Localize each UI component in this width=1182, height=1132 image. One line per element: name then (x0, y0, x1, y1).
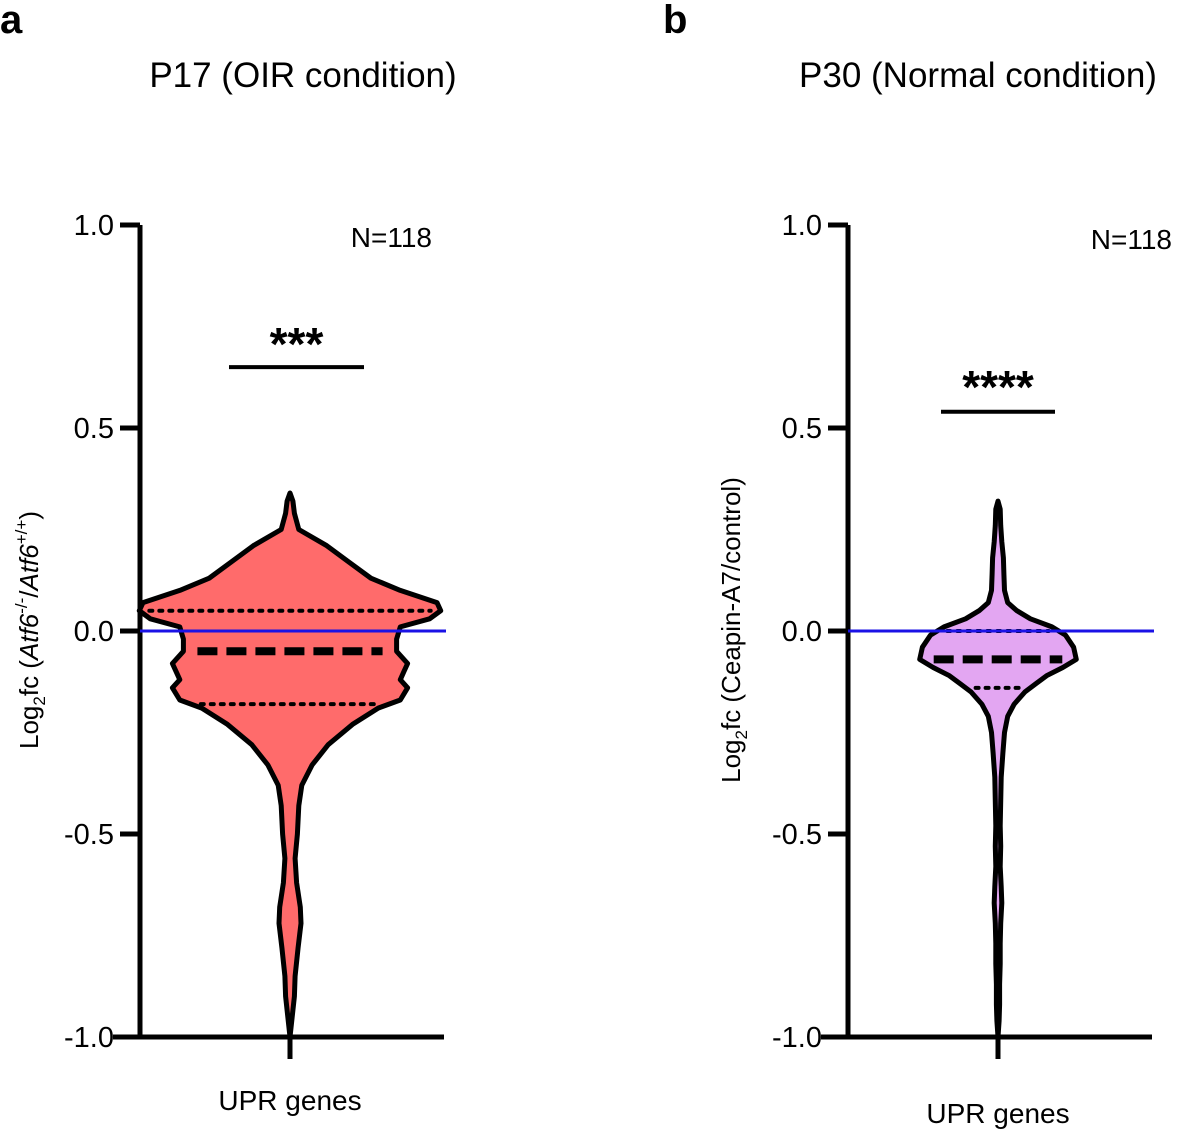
violin-body (136, 490, 444, 1040)
y-tick-label: -0.5 (772, 819, 822, 851)
significance-stars: *** (270, 318, 324, 370)
violin-body (917, 498, 1079, 1040)
violin-chart-b: P30 (Normal condition) 1.0 0.5 0.0 -0.5 -1.0 *… (716, 56, 1172, 1129)
y-axis-label-part: 2 (732, 730, 751, 739)
y-axis-label-part: ) (14, 511, 44, 520)
y-tick-label: -1.0 (772, 1022, 822, 1054)
y-tick-label: 1.0 (782, 210, 822, 242)
significance-stars: **** (962, 361, 1034, 413)
y-axis-label-part: fc ( (14, 660, 44, 696)
n-label: N=118 (1091, 224, 1172, 255)
panel-letter-a: a (0, 0, 23, 42)
y-tick-label: 0.0 (782, 616, 822, 648)
x-axis-label: UPR genes (926, 1098, 1069, 1129)
y-axis-label-part: fc (Ceapin-A7/control) (716, 477, 746, 730)
y-axis-label-part: Log (716, 739, 746, 782)
y-axis-label: Log2fc (Ceapin-A7/control) (716, 477, 751, 783)
y-tick-label: 0.5 (782, 413, 822, 445)
y-axis-label-part: Log (14, 706, 44, 749)
y-axis-label-part: Atf6 (14, 544, 44, 593)
x-axis-label: UPR genes (218, 1085, 361, 1116)
violin-chart-a: P17 (OIR condition) 1.0 0.5 0.0 -0.5 -1.0 *** N… (12, 56, 457, 1116)
y-tick-label: 0.5 (74, 413, 114, 445)
panel-letter-b: b (663, 0, 687, 42)
y-tick-label: -0.5 (64, 819, 114, 851)
y-axis-label-part: Atf6 (14, 613, 44, 662)
y-tick-label: -1.0 (64, 1022, 114, 1054)
chart-title: P30 (Normal condition) (799, 56, 1157, 95)
n-label: N=118 (351, 222, 432, 253)
chart-title: P17 (OIR condition) (149, 56, 456, 95)
y-tick-label: 1.0 (74, 210, 114, 242)
y-axis-label-part: 2 (30, 696, 49, 705)
y-axis-label: Log2fc (Atf6-/-/Atf6+/+) (12, 511, 49, 749)
y-tick-label: 0.0 (74, 616, 114, 648)
y-axis-label-part: +/+ (12, 520, 31, 545)
y-axis-label-part: -/- (12, 598, 31, 614)
y-axis-label-part: / (14, 590, 44, 598)
